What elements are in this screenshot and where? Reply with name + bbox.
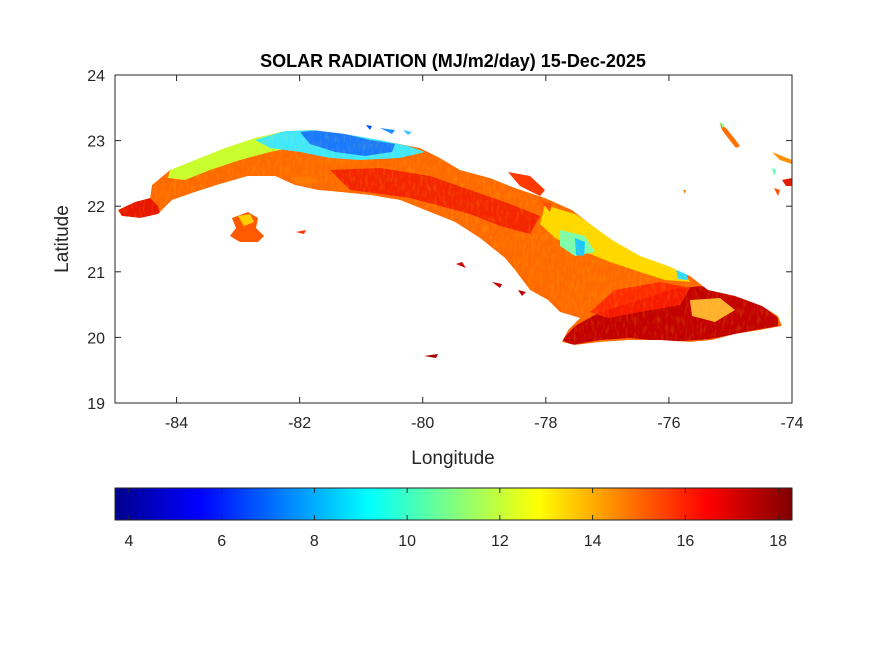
cayo-south-3 [492, 282, 502, 288]
axes-box [114, 74, 793, 404]
cayo-small-2 [380, 128, 395, 134]
x-tick-label: -84 [165, 415, 188, 432]
colorbar [114, 487, 793, 521]
x-tick-label: -76 [657, 415, 680, 432]
cayo-north-east-1 [540, 200, 552, 212]
isla-juventud-yellow [238, 214, 254, 226]
colorbar-tick-label: 10 [398, 533, 416, 550]
cayo-north-east-2 [683, 190, 686, 194]
y-tick-label: 20 [87, 330, 105, 347]
cayo-south-5 [424, 354, 438, 358]
cayo-south-2 [456, 262, 466, 268]
y-axis-label: Latitude [52, 205, 73, 273]
chart-title: SOLAR RADIATION (MJ/m2/day) 15-Dec-2025 [260, 51, 646, 71]
bahamas-fragment-3 [782, 178, 792, 186]
x-axis-label: Longitude [411, 448, 494, 469]
cayo-small-1 [366, 125, 372, 130]
y-axis-ticks: 19 20 21 22 23 24 [87, 68, 792, 413]
bahamas-fragment-5 [774, 188, 780, 196]
cayo-north-central [290, 176, 318, 186]
bahamas-fragment-1-green [719, 122, 724, 128]
y-tick-label: 24 [87, 68, 105, 85]
y-tick-label: 22 [87, 199, 105, 216]
cayo-small-3 [403, 130, 412, 135]
map-plot-area [115, 75, 792, 403]
sea-mask-north [115, 75, 792, 326]
x-tick-label: -82 [288, 415, 311, 432]
colorbar-tick-label: 12 [491, 533, 509, 550]
sea-mask-south [115, 176, 792, 403]
isla-de-la-juventud [230, 212, 264, 242]
bahamas-fragment-2 [772, 152, 792, 164]
colorbar-tick-label: 6 [217, 533, 226, 550]
colorbar-tick-label: 4 [124, 533, 133, 550]
x-axis-ticks: -84 -82 -80 -78 -76 -74 [165, 75, 804, 432]
y-tick-label: 21 [87, 265, 105, 282]
x-tick-label: -74 [780, 415, 803, 432]
colorbar-tick-label: 18 [769, 533, 787, 550]
colorbar-tick-label: 16 [676, 533, 694, 550]
cayo-south-4 [518, 290, 526, 296]
y-tick-label: 19 [87, 396, 105, 413]
colorbar-tick-label: 14 [584, 533, 602, 550]
x-tick-label: -78 [534, 415, 557, 432]
y-tick-label: 23 [87, 134, 105, 151]
bahamas-fragment-4 [772, 168, 776, 176]
colorbar-ticks: 4 6 8 10 12 14 16 18 [124, 488, 787, 550]
cayo-south-1 [296, 230, 306, 234]
colorbar-tick-label: 8 [310, 533, 319, 550]
x-tick-label: -80 [411, 415, 434, 432]
bahamas-fragment-1 [720, 124, 740, 148]
cayo-coco-area [508, 172, 545, 196]
